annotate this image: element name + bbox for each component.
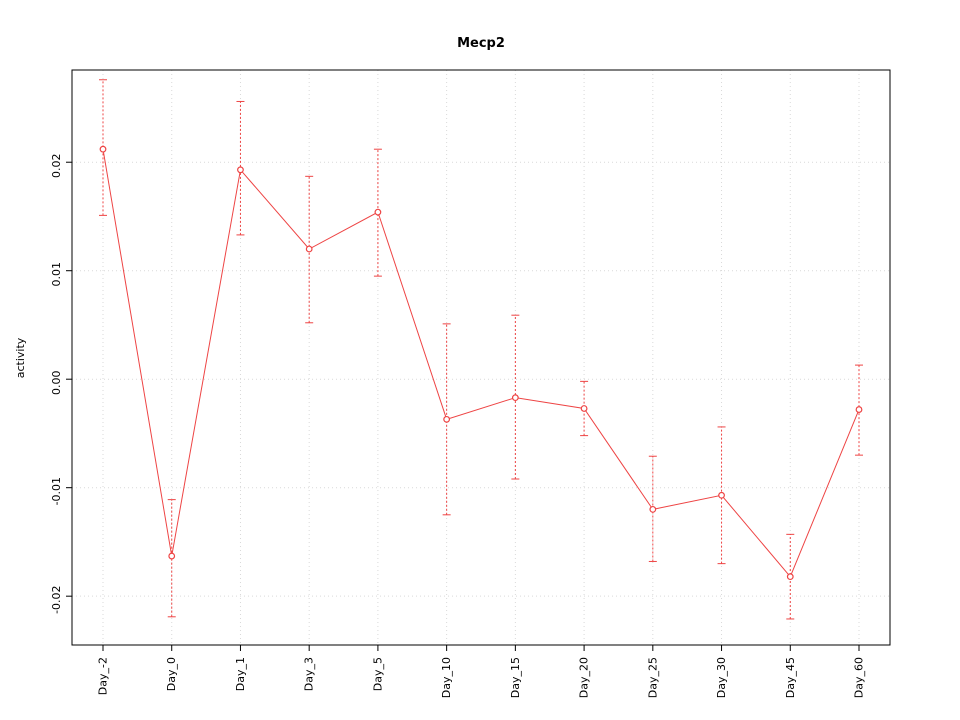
x-tick-label: Day_5	[371, 657, 384, 691]
data-line	[102, 149, 860, 578]
y-tick-label: 0.02	[50, 153, 63, 178]
data-point	[786, 573, 794, 581]
data-point	[580, 405, 588, 412]
data-point	[649, 505, 657, 513]
data-point	[511, 394, 519, 402]
y-tick-label: -0.02	[50, 585, 63, 613]
x-tick-label: Day_60	[853, 657, 866, 698]
plot-area: Day_-2 Day_0 Day_1 Day_3 Day_5 Day_10 Day_15 Da…	[50, 69, 891, 698]
data-point	[374, 208, 382, 216]
data-point	[305, 245, 313, 253]
x-tick-label: Day_30	[715, 657, 728, 698]
x-tick-label: Day_10	[440, 657, 453, 698]
data-point	[855, 406, 863, 413]
x-tick-label: Day_3	[303, 657, 316, 691]
data-point	[718, 491, 725, 499]
x-tick-label: Day_0	[165, 657, 178, 691]
y-tick-label: 0.01	[50, 262, 63, 287]
x-tick-label: Day_45	[784, 657, 797, 698]
y-axis-label: activity	[14, 337, 27, 378]
y-tick-label: -0.01	[50, 477, 63, 505]
data-point	[99, 145, 107, 153]
x-tick-label: Day_20	[578, 657, 591, 698]
data-point	[237, 166, 244, 174]
chart-title: Mecp2	[457, 36, 505, 51]
x-tick-label: Day_25	[646, 657, 659, 698]
x-tick-label: Day_1	[234, 657, 247, 691]
data-point	[168, 552, 176, 560]
y-tick-label: 0.00	[50, 370, 63, 395]
data-point	[443, 415, 451, 423]
x-tick-label: Day_-2	[97, 657, 110, 695]
plot-border	[71, 69, 891, 646]
x-tick-label: Day_15	[509, 657, 522, 698]
